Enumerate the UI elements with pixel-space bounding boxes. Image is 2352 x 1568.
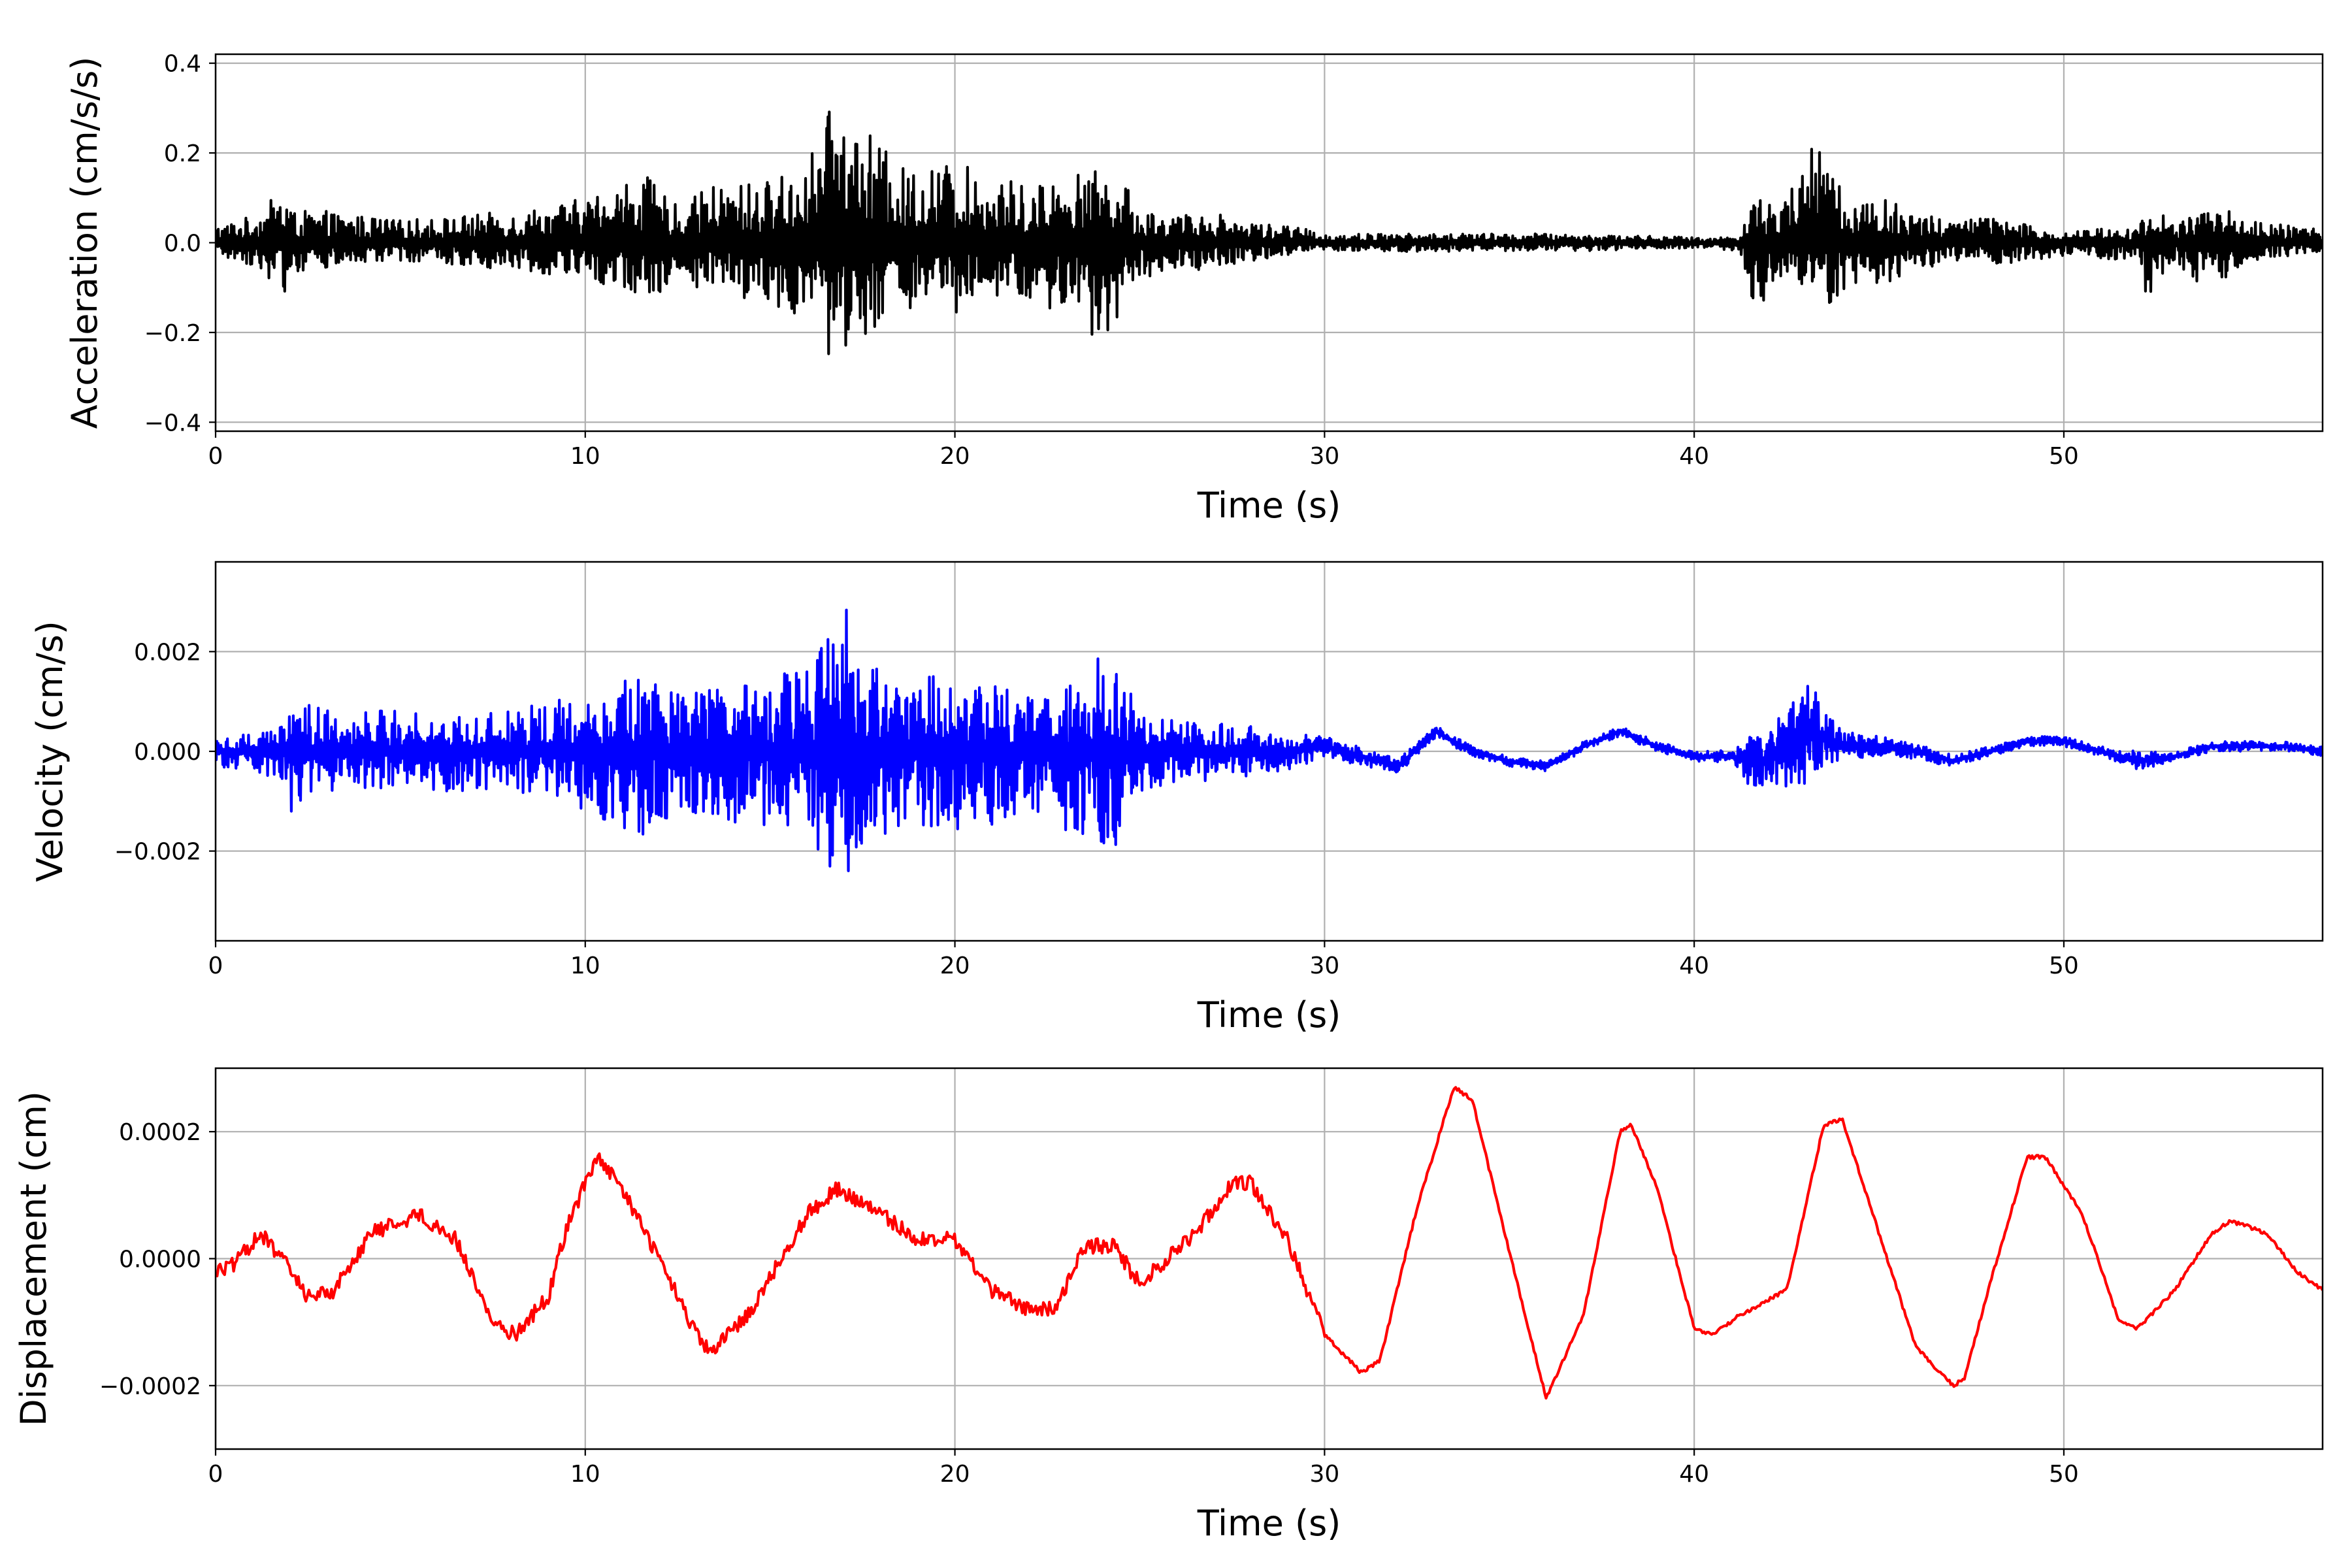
x-tick-label: 10 [570,953,600,979]
x-tick-label: 20 [940,443,970,470]
x-tick-label: 40 [1679,1461,1709,1488]
x-tick-label: 30 [1309,443,1339,470]
velocity-x-axis-label: Time (s) [1197,994,1341,1036]
y-tick-label: −0.4 [144,410,201,436]
x-tick-label: 20 [940,953,970,979]
x-tick-label: 40 [1679,443,1709,470]
x-tick-label: 30 [1309,953,1339,979]
x-tick-label: 10 [570,1461,600,1488]
x-tick-label: 30 [1309,1461,1339,1488]
y-tick-label: 0.4 [164,51,201,78]
y-tick-label: −0.002 [114,839,201,866]
x-tick-label: 0 [208,1461,223,1488]
displacement-panel: 0 10 20 30 40 50 −0.0002 0.0000 0.0002 Time (s) Di… [13,1067,2324,1544]
velocity-series-line [216,608,2323,872]
x-tick-label: 50 [2049,443,2079,470]
acceleration-x-axis-label: Time (s) [1197,485,1341,526]
displacement-series-line [216,1086,2323,1400]
x-tick-label: 20 [940,1461,970,1488]
y-tick-label: −0.0002 [99,1373,201,1400]
acceleration-series-line [216,110,2323,355]
x-tick-label: 50 [2049,1461,2079,1488]
displacement-grid [214,1068,2323,1449]
y-tick-label: 0.0002 [119,1119,201,1146]
y-tick-label: 0.0000 [119,1247,201,1273]
displacement-y-axis-label: Displacement (cm) [13,1091,54,1426]
x-tick-label: 10 [570,443,600,470]
y-tick-label: 0.2 [164,140,201,167]
velocity-y-axis-label: Velocity (cm/s) [29,621,71,882]
x-tick-label: 50 [2049,953,2079,979]
acceleration-panel: 0 10 20 30 40 50 −0.4 −0.2 0.0 0.2 0.4 Time (s) Acce… [64,51,2324,526]
y-tick-label: 0.002 [134,639,201,666]
acceleration-y-axis-label: Acceleration (cm/s/s) [64,57,105,429]
x-tick-label: 0 [208,953,223,979]
y-tick-label: 0.0 [164,231,201,257]
y-tick-label: 0.000 [134,739,201,766]
displacement-x-axis-label: Time (s) [1197,1503,1341,1544]
velocity-panel: 0 10 20 30 40 50 −0.002 0.000 0.002 Time (s) Veloc… [29,561,2324,1036]
y-tick-label: −0.2 [144,320,201,347]
x-tick-label: 0 [208,443,223,470]
x-tick-label: 40 [1679,953,1709,979]
